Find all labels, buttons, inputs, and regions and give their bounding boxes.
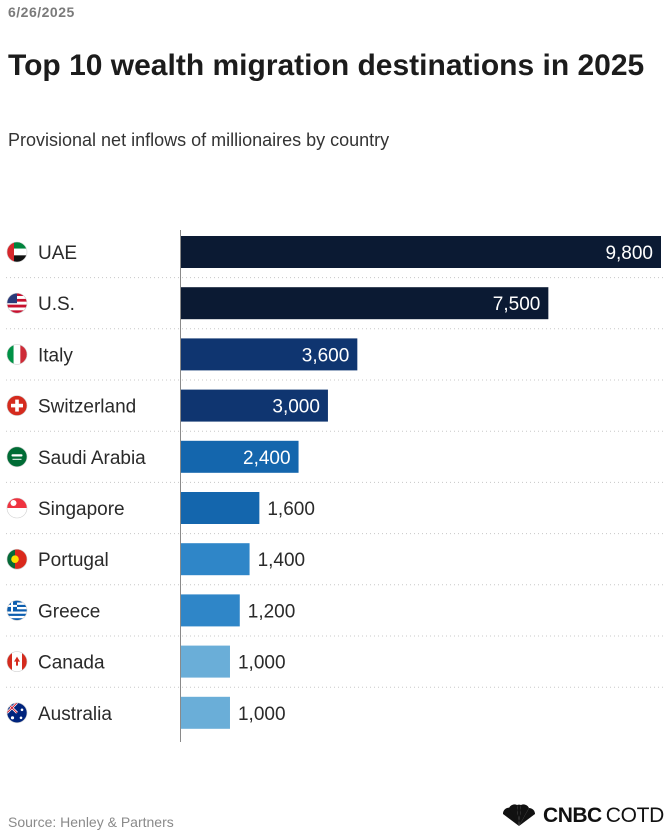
uae-flag-icon (7, 242, 27, 262)
bar (181, 543, 250, 576)
canada-flag-icon (7, 651, 27, 672)
value-label: 3,000 (272, 397, 320, 418)
peacock-icon (499, 804, 539, 828)
singapore-flag-icon (7, 498, 27, 518)
category-label: Italy (38, 345, 73, 366)
category-label: Singapore (38, 499, 125, 520)
value-label: 1,400 (258, 550, 306, 571)
portugal-flag-icon (7, 549, 27, 570)
bar (181, 492, 260, 524)
category-label: Saudi Arabia (38, 448, 146, 469)
value-label: 1,200 (248, 601, 296, 622)
category-label: Canada (38, 653, 105, 674)
value-label: 3,600 (302, 345, 350, 366)
value-label: 9,800 (605, 243, 653, 264)
bar (181, 696, 230, 729)
switzerland-flag-icon (7, 395, 27, 416)
category-label: Switzerland (38, 397, 136, 418)
category-label: UAE (38, 243, 77, 264)
bar (181, 594, 240, 627)
chart-title: Top 10 wealth migration destinations in … (8, 49, 645, 82)
bar (181, 389, 328, 422)
value-label: 1,000 (238, 653, 286, 674)
value-label: 7,500 (493, 294, 541, 315)
source-note: Source: Henley & Partners (8, 814, 174, 830)
category-label: Greece (38, 601, 100, 622)
bar (181, 338, 358, 371)
value-label: 1,000 (238, 704, 286, 725)
category-label: U.S. (38, 294, 75, 315)
bar-chart: UAE 9,800 U.S. 7,500 Italy 3,600 Switzerland 3,… (6, 230, 666, 742)
bar (181, 440, 299, 473)
greece-flag-icon (7, 600, 27, 621)
value-label: 1,600 (267, 499, 315, 520)
brand-bold-text: CNBC (543, 804, 602, 827)
saudi-arabia-flag-icon (7, 446, 27, 467)
category-label: Portugal (38, 550, 109, 571)
bar (181, 287, 549, 320)
us-flag-icon (7, 293, 27, 314)
bar (181, 236, 661, 268)
italy-flag-icon (7, 344, 27, 365)
brand-light-text: COTD (605, 804, 665, 827)
value-label: 2,400 (243, 448, 291, 469)
chart-subtitle: Provisional net inflows of millionaires … (8, 130, 390, 150)
bar (181, 645, 230, 678)
cnbc-cotd-logo: CNBC COTD (499, 804, 664, 828)
date-label: 6/26/2025 (8, 4, 75, 20)
category-label: Australia (38, 704, 112, 725)
